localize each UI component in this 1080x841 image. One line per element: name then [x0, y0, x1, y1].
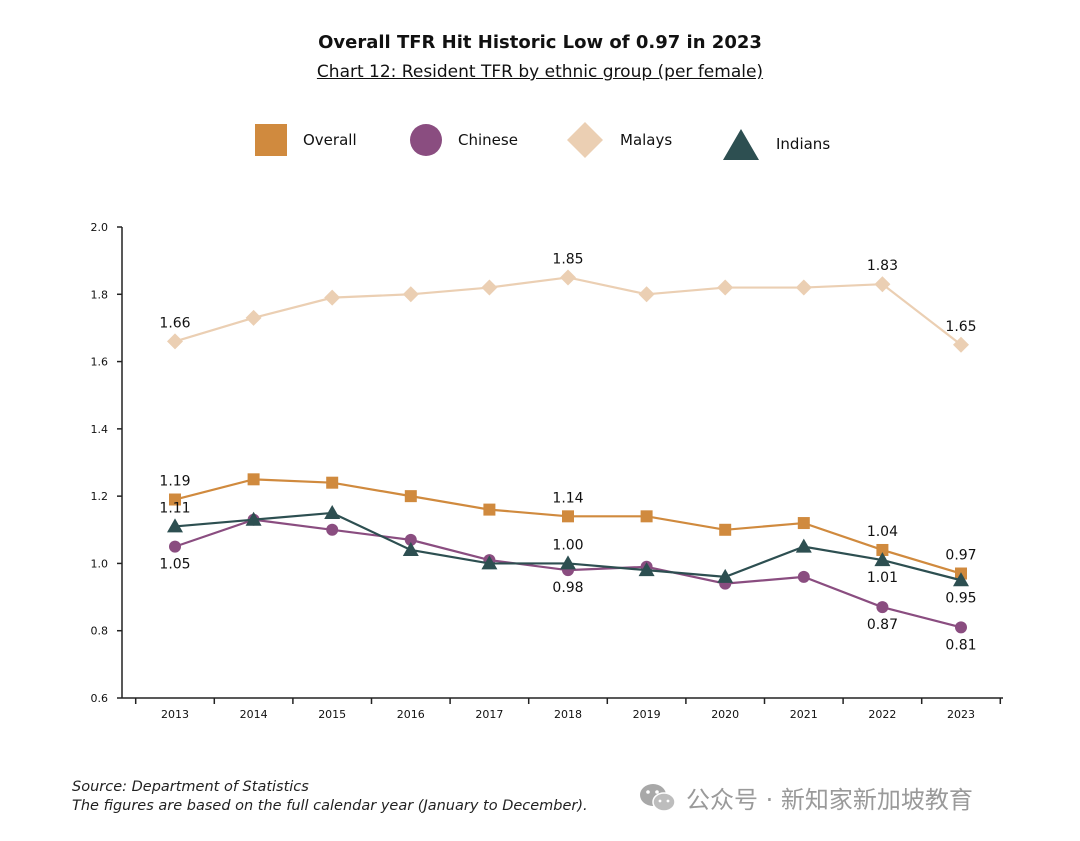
series-line-malays	[174, 276, 962, 346]
point-indians	[717, 568, 734, 583]
data-label: 0.97	[945, 548, 976, 564]
legend-label-malays: Malays	[620, 131, 673, 149]
watermark: 公众号 · 新知家新加坡教育	[638, 780, 973, 815]
point-indians	[874, 552, 891, 567]
x-tick-label: 2013	[161, 708, 189, 721]
y-tick-label: 0.6	[91, 692, 109, 705]
legend-item-indians: Indians	[722, 122, 830, 166]
point-indians	[638, 562, 655, 577]
legend-item-overall: Overall	[255, 118, 357, 162]
legend-label-overall: Overall	[303, 131, 357, 149]
x-tick-label: 2016	[397, 708, 425, 721]
point-malays	[402, 286, 419, 303]
legend-triangle-marker-icon	[723, 129, 759, 160]
legend-label-indians: Indians	[776, 135, 831, 153]
data-label: 1.14	[552, 490, 583, 506]
wechat-icon	[640, 783, 676, 812]
point-indians	[245, 511, 262, 526]
point-malays	[481, 279, 498, 296]
data-label: 1.11	[159, 500, 190, 516]
point-malays	[717, 279, 734, 296]
data-label: 1.85	[552, 251, 583, 267]
point-chinese	[326, 523, 339, 536]
point-chinese	[404, 533, 417, 546]
data-label: 1.04	[867, 524, 898, 540]
data-label: 1.00	[552, 537, 583, 553]
x-tick-label: 2018	[554, 708, 582, 721]
chart-subtitle: Chart 12: Resident TFR by ethnic group (…	[0, 62, 1080, 82]
x-tick-label: 2023	[947, 708, 975, 721]
point-overall	[640, 510, 653, 523]
legend-square-marker-icon	[255, 124, 287, 156]
point-indians	[795, 538, 812, 553]
x-tick-label: 2015	[318, 708, 346, 721]
legend-label-chinese: Chinese	[458, 131, 518, 149]
data-label: 1.83	[867, 258, 898, 274]
point-overall	[562, 510, 574, 523]
x-tick-label: 2014	[240, 708, 268, 721]
point-indians	[953, 572, 969, 587]
y-tick-label: 1.0	[91, 557, 109, 570]
legend-diamond-marker-icon	[567, 122, 603, 158]
point-overall	[169, 493, 181, 506]
point-indians	[167, 518, 183, 533]
data-label: 1.19	[159, 474, 190, 490]
source-note: Source: Department of Statistics The fig…	[72, 778, 588, 816]
source-line: Source: Department of Statistics	[72, 779, 309, 795]
legend-item-chinese: Chinese	[410, 118, 518, 162]
point-malays	[324, 289, 341, 306]
point-chinese	[876, 601, 889, 614]
point-overall	[876, 543, 889, 556]
point-malays	[953, 336, 969, 353]
y-tick-label: 1.6	[91, 356, 109, 369]
legend-item-malays: Malays	[566, 118, 672, 162]
legend: Overall Chinese Malays Indians	[0, 118, 1080, 162]
point-malays	[245, 309, 262, 326]
watermark-text: 公众号 · 新知家新加坡教育	[686, 786, 973, 814]
data-label: 1.01	[867, 570, 898, 586]
point-overall	[797, 517, 810, 530]
line-chart: 0.6 0.8 1.0 1.2 1.4 1.6 1.8 2.0 2013 2014 2015 2016…	[91, 221, 1003, 721]
x-tick-label: 2021	[790, 708, 818, 721]
point-indians	[324, 504, 341, 519]
point-malays	[560, 269, 576, 286]
data-label: 0.87	[867, 617, 898, 633]
y-tick-label: 2.0	[91, 221, 109, 234]
point-indians	[560, 555, 576, 570]
point-malays	[874, 276, 891, 293]
point-chinese	[797, 570, 810, 583]
point-chinese	[955, 621, 967, 634]
data-label: 1.65	[945, 319, 976, 335]
point-overall	[326, 476, 339, 489]
chart-subtitle-text: Chart 12: Resident TFR by ethnic group (…	[316, 62, 764, 82]
y-tick-label: 0.8	[91, 625, 109, 638]
x-tick-label: 2020	[711, 708, 739, 721]
point-malays	[167, 333, 183, 350]
point-overall	[483, 503, 496, 516]
data-label: 1.05	[159, 557, 190, 573]
point-malays	[795, 279, 812, 296]
legend-circle-marker-icon	[410, 124, 442, 156]
point-chinese	[169, 540, 181, 553]
point-indians	[481, 555, 498, 570]
y-tick-label: 1.2	[91, 490, 109, 503]
data-label: 0.95	[945, 590, 976, 606]
data-label: 0.81	[945, 637, 976, 653]
y-tick-label: 1.4	[91, 423, 109, 436]
source-footnote: The figures are based on the full calend…	[72, 798, 588, 814]
x-tick-label: 2022	[868, 708, 896, 721]
x-tick-label: 2017	[475, 708, 503, 721]
point-indians	[402, 541, 419, 556]
point-overall	[719, 523, 732, 536]
chart-title: Overall TFR Hit Historic Low of 0.97 in …	[318, 32, 762, 53]
point-overall	[247, 473, 260, 486]
point-overall	[404, 490, 417, 503]
data-label: 0.98	[552, 580, 583, 596]
x-tick-label: 2019	[633, 708, 661, 721]
y-tick-label: 1.8	[91, 288, 109, 301]
data-label: 1.66	[159, 315, 190, 331]
point-malays	[638, 286, 655, 303]
